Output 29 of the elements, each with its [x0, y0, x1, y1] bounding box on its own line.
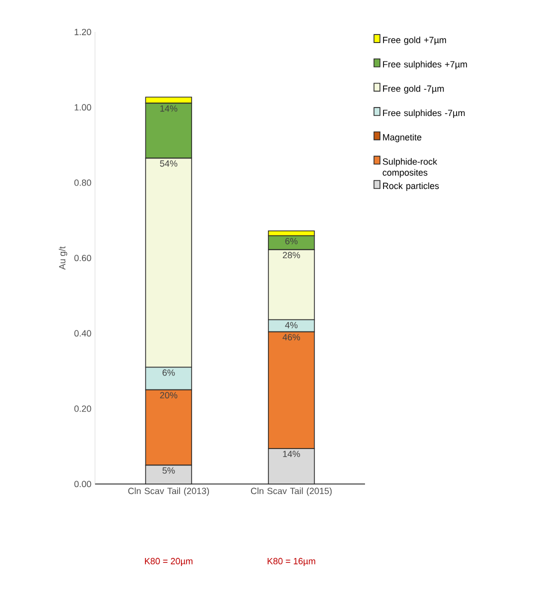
y-tick-label: 0.60: [74, 254, 92, 262]
text: K80 = 20µm: [144, 558, 192, 566]
x-tick-label: Cln Scav Tail (2015): [250, 488, 332, 496]
y-tick-label: 0.20: [74, 405, 92, 412]
x-tick-label: Cln Scav Tail (2013): [128, 488, 209, 496]
annotation: 54%: [160, 160, 178, 167]
annotation: 5%: [162, 467, 175, 474]
y-tick-label: 0.00: [74, 480, 92, 488]
annotation: 6%: [162, 369, 175, 376]
y-axis-title: Au g/t: [58, 246, 68, 270]
text: K80 = 16µm: [268, 558, 316, 566]
legend-label: Free sulphides +7µm: [383, 60, 467, 70]
legend-label: Free sulphides -7µm: [383, 110, 465, 118]
y-tick-label: 1.00: [74, 104, 92, 111]
annotation: 6%: [285, 238, 298, 244]
legend-label: Free gold +7µm: [383, 36, 446, 45]
annotation: 14%: [283, 450, 300, 458]
annotation: 28%: [282, 252, 300, 258]
y-tick-label: 1.20: [74, 28, 92, 36]
legend-label: Free gold -7µm: [383, 85, 444, 94]
y-tick-label: 0.80: [74, 179, 92, 186]
legend-label: Rock particles: [383, 182, 439, 191]
annotation: 14%: [160, 105, 178, 112]
annotation: 46%: [282, 334, 300, 340]
legend-label: Sulphide-rock composites: [382, 158, 438, 178]
legend-label: Magnetite: [383, 134, 422, 142]
annotation: 4%: [285, 322, 298, 328]
annotation: 20%: [160, 392, 178, 398]
y-tick-label: 0.40: [74, 330, 92, 337]
